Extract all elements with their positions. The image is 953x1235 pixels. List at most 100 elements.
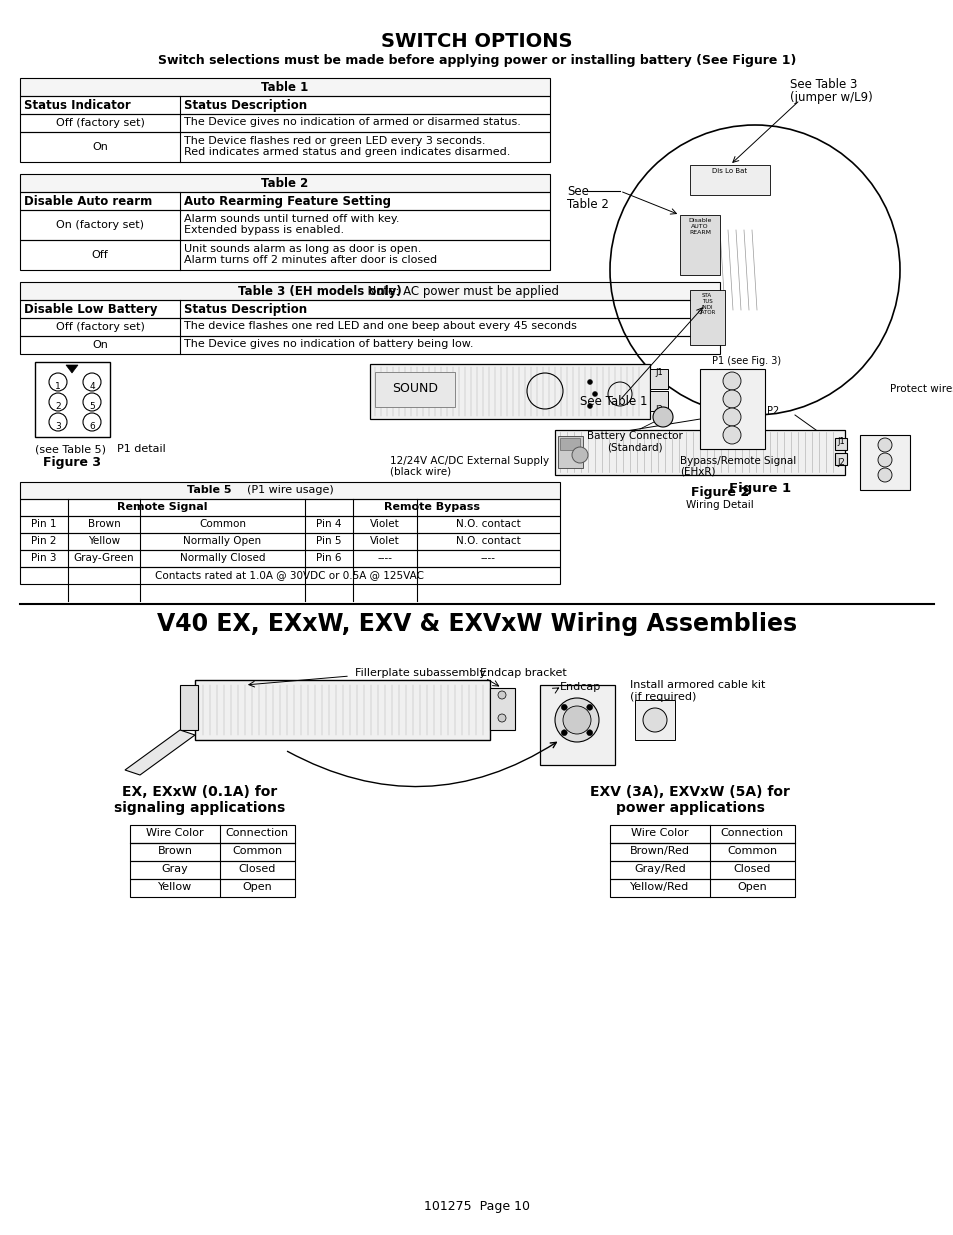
Bar: [539, 685, 615, 764]
Circle shape: [592, 391, 597, 396]
Bar: [35, 362, 110, 437]
Text: Common: Common: [726, 846, 777, 856]
Text: Table 3 (EH models only): Table 3 (EH models only): [238, 285, 401, 298]
Text: Extended bypass is enabled.: Extended bypass is enabled.: [184, 225, 344, 235]
Circle shape: [652, 408, 672, 427]
Text: On: On: [92, 142, 108, 152]
Text: J1: J1: [655, 368, 662, 377]
Text: Brown/Red: Brown/Red: [629, 846, 689, 856]
Bar: [20, 567, 559, 584]
Text: Normally Open: Normally Open: [183, 536, 261, 546]
Text: EX, EXxW (0.1A) for: EX, EXxW (0.1A) for: [122, 785, 277, 799]
Text: Switch selections must be made before applying power or installing battery (See : Switch selections must be made before ap…: [157, 54, 796, 67]
Bar: [130, 825, 294, 844]
Bar: [649, 391, 667, 411]
Text: Status Description: Status Description: [184, 99, 307, 112]
Text: P1 detail: P1 detail: [117, 445, 166, 454]
Text: power applications: power applications: [615, 802, 763, 815]
Text: Red indicates armed status and green indicates disarmed.: Red indicates armed status and green ind…: [184, 147, 510, 157]
Text: (jumper w/L9): (jumper w/L9): [789, 91, 872, 104]
Text: Violet: Violet: [370, 519, 399, 529]
Text: Install armored cable kit: Install armored cable kit: [629, 680, 764, 690]
Bar: [689, 290, 724, 345]
Text: Off (factory set): Off (factory set): [55, 322, 144, 332]
Text: 1: 1: [55, 382, 61, 391]
Circle shape: [49, 393, 67, 411]
Text: Closed: Closed: [238, 864, 275, 874]
Bar: [20, 282, 720, 300]
Text: Violet: Violet: [370, 536, 399, 546]
Text: Pin 4: Pin 4: [315, 519, 341, 529]
Bar: [609, 861, 794, 879]
Bar: [180, 685, 198, 730]
Text: Off (factory set): Off (factory set): [55, 119, 144, 128]
Text: The Device gives no indication of battery being low.: The Device gives no indication of batter…: [184, 338, 473, 350]
Bar: [20, 114, 550, 132]
Bar: [20, 96, 550, 114]
Text: Wire Color: Wire Color: [631, 827, 688, 839]
Text: Endcap: Endcap: [559, 682, 600, 692]
Text: The device flashes one red LED and one beep about every 45 seconds: The device flashes one red LED and one b…: [184, 321, 577, 331]
Text: V40 EX, EXxW, EXV & EXVxW Wiring Assemblies: V40 EX, EXxW, EXV & EXVxW Wiring Assembl…: [157, 613, 796, 636]
Bar: [20, 132, 550, 162]
Text: Table 1: Table 1: [261, 82, 309, 94]
Text: Alarm turns off 2 minutes after door is closed: Alarm turns off 2 minutes after door is …: [184, 254, 436, 266]
Text: SWITCH OPTIONS: SWITCH OPTIONS: [381, 32, 572, 51]
Bar: [649, 369, 667, 389]
Text: N.O. contact: N.O. contact: [456, 536, 520, 546]
Bar: [689, 165, 769, 195]
Bar: [20, 336, 720, 354]
Text: ----: ----: [377, 553, 392, 563]
Bar: [20, 516, 559, 534]
Circle shape: [49, 412, 67, 431]
Text: Connection: Connection: [225, 827, 288, 839]
Bar: [370, 364, 649, 419]
Text: Dis Lo Bat: Dis Lo Bat: [712, 168, 747, 174]
Text: Alarm sounds until turned off with key.: Alarm sounds until turned off with key.: [184, 214, 399, 224]
Text: The Device gives no indication of armed or disarmed status.: The Device gives no indication of armed …: [184, 117, 520, 127]
Bar: [20, 534, 559, 550]
Circle shape: [587, 379, 592, 384]
Text: Open: Open: [242, 882, 272, 892]
Bar: [130, 861, 294, 879]
Bar: [20, 499, 559, 516]
Text: The Device flashes red or green LED every 3 seconds.: The Device flashes red or green LED ever…: [184, 136, 485, 146]
Circle shape: [722, 408, 740, 426]
Circle shape: [877, 468, 891, 482]
Bar: [20, 550, 559, 567]
Text: Yellow/Red: Yellow/Red: [630, 882, 689, 892]
Circle shape: [587, 404, 592, 409]
Bar: [20, 317, 720, 336]
Bar: [20, 78, 550, 96]
Text: Disable Low Battery: Disable Low Battery: [24, 303, 157, 316]
Circle shape: [497, 692, 505, 699]
Text: Gray: Gray: [161, 864, 188, 874]
Bar: [20, 210, 550, 240]
Text: Common: Common: [232, 846, 282, 856]
Text: Pin 6: Pin 6: [315, 553, 341, 563]
Circle shape: [49, 373, 67, 391]
Bar: [834, 438, 846, 450]
Text: Wire Color: Wire Color: [146, 827, 204, 839]
Text: Disable Auto rearm: Disable Auto rearm: [24, 195, 152, 207]
Circle shape: [555, 698, 598, 742]
Text: Off: Off: [91, 249, 109, 261]
Text: N.O. contact: N.O. contact: [456, 519, 520, 529]
Text: Brown: Brown: [88, 519, 120, 529]
Text: Figure 3: Figure 3: [43, 456, 101, 469]
Text: 3: 3: [55, 422, 61, 431]
Circle shape: [562, 706, 590, 734]
Text: Battery Connector: Battery Connector: [586, 431, 682, 441]
Text: Remote Signal: Remote Signal: [117, 501, 208, 513]
Text: J2: J2: [655, 405, 662, 414]
Text: Table 5: Table 5: [187, 485, 231, 495]
Text: ----: ----: [480, 553, 496, 563]
Bar: [559, 438, 579, 450]
Circle shape: [586, 704, 592, 710]
Text: Disable
AUTO
REARM: Disable AUTO REARM: [688, 219, 711, 235]
Text: (Standard): (Standard): [606, 442, 662, 452]
Text: Connection: Connection: [720, 827, 782, 839]
Text: 12/24V AC/DC External Supply: 12/24V AC/DC External Supply: [390, 456, 549, 466]
Bar: [130, 844, 294, 861]
Circle shape: [560, 704, 567, 710]
